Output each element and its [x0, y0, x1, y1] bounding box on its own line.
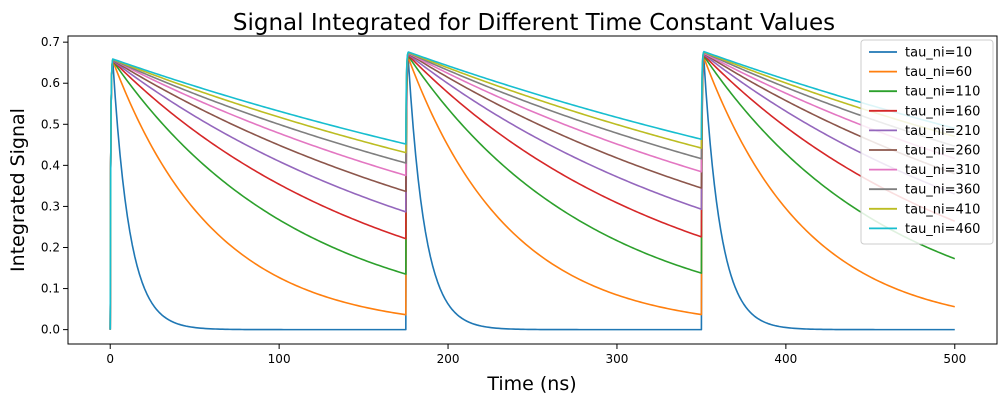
legend-label: tau_ni=460: [905, 222, 980, 237]
x-tick-label: 100: [268, 352, 291, 366]
series-line-tau_ni=310: [109, 52, 956, 330]
y-tick-label: 0.6: [41, 76, 60, 90]
x-tick-label: 300: [606, 352, 629, 366]
y-tick-label: 0.1: [41, 282, 60, 296]
y-axis-label: Integrated Signal: [7, 108, 29, 272]
x-tick-label: 500: [943, 352, 966, 366]
series-line-tau_ni=260: [109, 52, 956, 330]
legend-label: tau_ni=60: [905, 65, 972, 80]
series-line-tau_ni=410: [109, 51, 955, 330]
legend-label: tau_ni=110: [905, 85, 980, 100]
plot-border: [67, 35, 998, 345]
legend-label: tau_ni=160: [905, 104, 980, 119]
y-tick-label: 0.5: [41, 117, 60, 131]
chart-title: Signal Integrated for Different Time Con…: [233, 10, 835, 36]
x-axis: 0 100 200 300 400 500: [106, 344, 966, 366]
y-axis: 0.0 0.1 0.2 0.3 0.4 0.5 0.6 0.7: [41, 35, 68, 337]
y-tick-label: 0.7: [41, 35, 60, 49]
y-tick-label: 0.3: [41, 199, 60, 213]
series-layer: [109, 50, 956, 331]
legend-label: tau_ni=360: [905, 183, 980, 198]
x-tick-label: 200: [437, 352, 460, 366]
series-line-tau_ni=160: [109, 54, 956, 330]
legend-label: tau_ni=310: [905, 163, 980, 178]
legend-label: tau_ni=10: [905, 46, 972, 61]
legend-label: tau_ni=410: [905, 202, 980, 217]
series-line-tau_ni=360: [109, 51, 956, 330]
x-axis-label: Time (ns): [486, 373, 576, 395]
series-line-tau_ni=10: [109, 59, 955, 331]
y-tick-label: 0.0: [41, 323, 60, 337]
series-line-tau_ni=110: [109, 55, 956, 330]
legend: tau_ni=10 tau_ni=60 tau_ni=110 tau_ni=160ta…: [860, 39, 994, 245]
x-tick-label: 400: [774, 352, 797, 366]
legend-label: tau_ni=210: [905, 124, 980, 139]
series-line-tau_ni=60: [109, 56, 955, 330]
series-line-tau_ni=460: [109, 50, 955, 330]
series-line-tau_ni=210: [109, 53, 956, 330]
y-tick-label: 0.4: [41, 158, 60, 172]
legend-label: tau_ni=260: [905, 144, 980, 159]
x-tick-label: 0: [106, 352, 114, 366]
y-tick-label: 0.2: [41, 240, 60, 254]
